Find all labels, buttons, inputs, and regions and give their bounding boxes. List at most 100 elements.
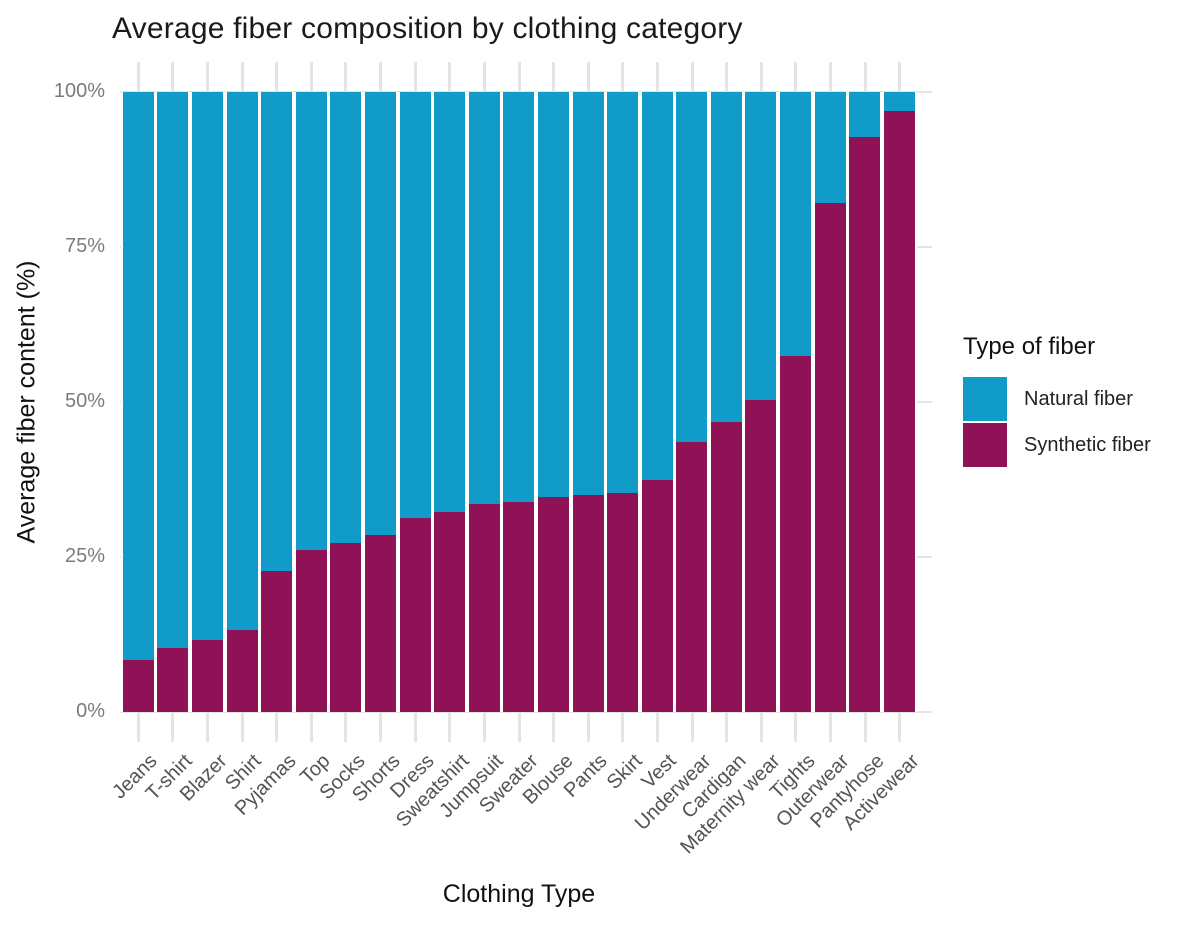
synthetic-fiber-segment xyxy=(676,442,708,712)
natural-fiber-segment xyxy=(676,92,708,443)
bar-column xyxy=(259,92,294,712)
stacked-bar xyxy=(330,92,362,712)
stacked-bar xyxy=(157,92,189,712)
stacked-bar xyxy=(780,92,812,712)
bar-column xyxy=(639,92,675,712)
bar-column xyxy=(121,92,156,712)
natural-fiber-segment xyxy=(157,92,189,649)
natural-fiber-segment xyxy=(295,92,327,550)
stacked-bar xyxy=(399,92,431,712)
natural-fiber-swatch xyxy=(963,377,1007,421)
stacked-bar xyxy=(468,92,500,712)
natural-fiber-segment xyxy=(191,92,223,641)
bar-column xyxy=(466,92,502,712)
natural-fiber-segment xyxy=(399,92,431,518)
synthetic-fiber-segment xyxy=(537,497,569,712)
natural-fiber-segment xyxy=(330,92,362,543)
synthetic-fiber-segment xyxy=(364,534,396,712)
natural-fiber-segment xyxy=(434,92,466,512)
bar-column xyxy=(224,92,260,712)
natural-fiber-segment xyxy=(745,92,777,400)
natural-fiber-segment xyxy=(607,92,639,494)
natural-fiber-segment xyxy=(364,92,396,535)
natural-fiber-segment xyxy=(641,92,673,480)
bar-column xyxy=(190,92,225,712)
synthetic-fiber-segment xyxy=(780,356,812,712)
stacked-bar xyxy=(503,92,535,712)
synthetic-fiber-swatch xyxy=(963,423,1007,467)
bar-column xyxy=(605,92,640,712)
stacked-bar xyxy=(295,92,327,712)
natural-fiber-segment xyxy=(226,92,258,631)
legend-label: Synthetic fiber xyxy=(1024,433,1151,456)
bars-layer xyxy=(121,92,917,712)
x-tick-label: Skirt xyxy=(602,750,647,794)
natural-fiber-segment xyxy=(780,92,812,357)
natural-fiber-segment xyxy=(572,92,604,495)
natural-fiber-segment xyxy=(503,92,535,502)
synthetic-fiber-segment xyxy=(122,659,154,712)
legend-item-synthetic: Synthetic fiber xyxy=(963,423,1151,467)
synthetic-fiber-segment xyxy=(468,503,500,712)
y-tick-label: 0% xyxy=(76,700,105,722)
bar-column xyxy=(709,92,744,712)
bar-column xyxy=(847,92,883,712)
synthetic-fiber-segment xyxy=(261,570,293,712)
stacked-bar xyxy=(745,92,777,712)
stacked-bar xyxy=(710,92,742,712)
natural-fiber-segment xyxy=(261,92,293,571)
bar-column xyxy=(778,92,813,712)
synthetic-fiber-segment xyxy=(849,137,881,712)
synthetic-fiber-segment xyxy=(434,511,466,712)
plot-panel xyxy=(120,62,932,742)
bar-column xyxy=(570,92,606,712)
stacked-bar xyxy=(364,92,396,712)
y-tick-label: 50% xyxy=(64,390,105,412)
x-axis-title: Clothing Type xyxy=(442,880,596,908)
chart-title: Average fiber composition by clothing ca… xyxy=(112,12,743,45)
stacked-bar xyxy=(261,92,293,712)
natural-fiber-segment xyxy=(849,92,881,138)
bar-column xyxy=(501,92,537,712)
y-tick-label: 100% xyxy=(53,80,105,102)
synthetic-fiber-segment xyxy=(191,640,223,712)
stacked-bar xyxy=(122,92,154,712)
synthetic-fiber-segment xyxy=(399,517,431,712)
y-tick-label: 75% xyxy=(64,235,105,257)
bar-column xyxy=(293,92,329,712)
natural-fiber-segment xyxy=(468,92,500,504)
gridline-horizontal xyxy=(120,711,932,713)
synthetic-fiber-segment xyxy=(157,648,189,712)
stacked-bar xyxy=(607,92,639,712)
bar-column xyxy=(397,92,433,712)
synthetic-fiber-segment xyxy=(883,111,915,712)
synthetic-fiber-segment xyxy=(226,630,258,712)
bar-column xyxy=(432,92,467,712)
natural-fiber-segment xyxy=(883,92,915,112)
synthetic-fiber-segment xyxy=(330,542,362,712)
natural-fiber-segment xyxy=(814,92,846,203)
legend-title: Type of fiber xyxy=(963,333,1096,360)
bar-column xyxy=(674,92,710,712)
bar-column xyxy=(363,92,398,712)
natural-fiber-segment xyxy=(537,92,569,498)
bar-column xyxy=(743,92,779,712)
bar-column xyxy=(328,92,364,712)
synthetic-fiber-segment xyxy=(503,501,535,712)
synthetic-fiber-segment xyxy=(641,479,673,712)
stacked-bar xyxy=(537,92,569,712)
stacked-bar xyxy=(572,92,604,712)
legend: Type of fiber Natural fiber Synthetic fi… xyxy=(963,333,1151,469)
synthetic-fiber-segment xyxy=(607,493,639,712)
natural-fiber-segment xyxy=(710,92,742,422)
synthetic-fiber-segment xyxy=(710,421,742,712)
y-tick-label: 25% xyxy=(64,545,105,567)
stacked-bar xyxy=(226,92,258,712)
bar-column xyxy=(155,92,191,712)
bar-column xyxy=(536,92,571,712)
synthetic-fiber-segment xyxy=(295,549,327,712)
synthetic-fiber-segment xyxy=(814,202,846,712)
stacked-bar xyxy=(641,92,673,712)
bar-column xyxy=(812,92,848,712)
stacked-bar xyxy=(676,92,708,712)
